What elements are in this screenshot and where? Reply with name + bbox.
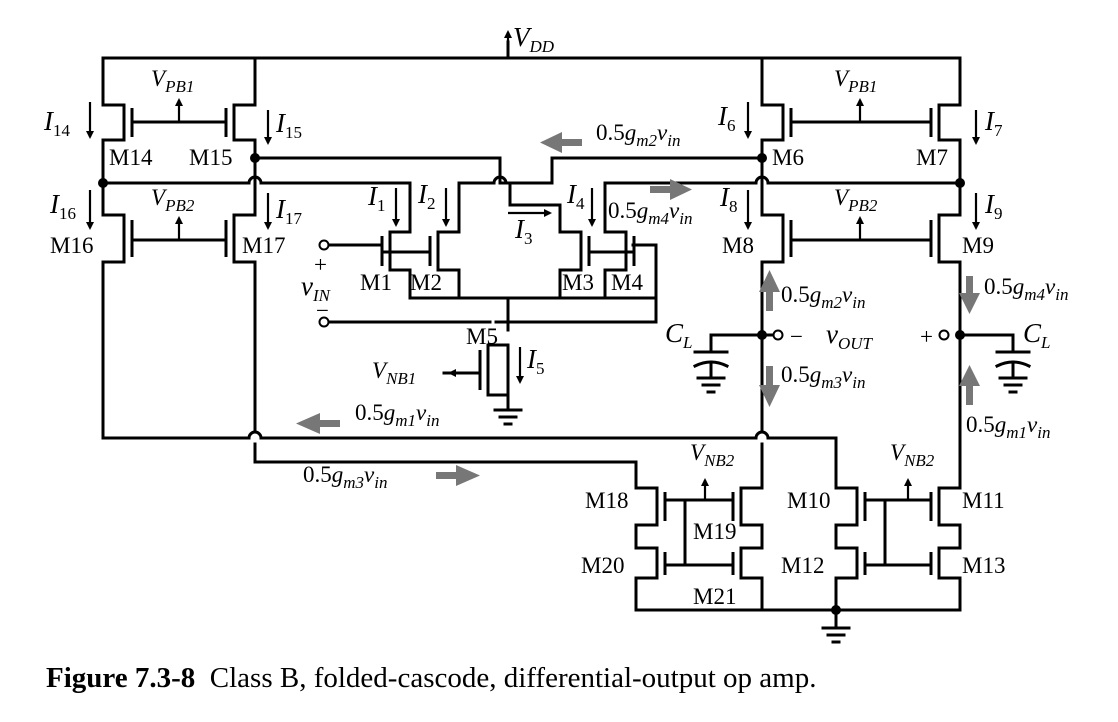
label-m13: M13 [962, 553, 1005, 578]
current-i4: I4 [566, 179, 585, 213]
ground-icon [696, 376, 726, 394]
label-m3: M3 [562, 270, 594, 295]
ground-icon [493, 408, 523, 426]
vnb2-label-right: VNB2 [890, 440, 935, 470]
current-arrows [86, 102, 980, 384]
figure-number: Figure 7.3-8 [46, 662, 196, 694]
label-m5: M5 [466, 324, 498, 349]
signal-gm4-top: 0.5gm4vin [608, 198, 692, 228]
wiring [101, 40, 1032, 630]
label-m12: M12 [781, 553, 824, 578]
signal-gm3-left: 0.5gm3vin [303, 462, 387, 492]
signal-gm2-right: 0.5gm2vin [781, 282, 865, 312]
load-cap-right-label: CL [1023, 318, 1050, 352]
label-m7: M7 [916, 145, 948, 170]
label-m10: M10 [787, 488, 830, 513]
transistor-m7 [929, 103, 960, 142]
current-i17: I17 [275, 194, 303, 228]
current-i9: I9 [984, 189, 1003, 223]
label-m21: M21 [693, 584, 736, 609]
label-m11: M11 [962, 488, 1005, 513]
grounds [493, 376, 1028, 644]
transistor-m15 [224, 103, 255, 142]
current-i3: I3 [514, 214, 533, 248]
current-i5: I5 [526, 344, 545, 378]
current-i15: I15 [275, 108, 302, 142]
arrow-up-icon [959, 365, 980, 405]
junction-dots [98, 153, 965, 615]
arrow-right-icon [650, 179, 692, 200]
label-m16: M16 [50, 233, 93, 258]
label-m8: M8 [722, 233, 754, 258]
ground-icon [821, 626, 851, 644]
current-i7: I7 [984, 106, 1003, 140]
ground-icon [998, 376, 1028, 394]
transistor-m6 [762, 103, 793, 142]
current-i14: I14 [43, 106, 71, 140]
vdd-label: VDD [513, 22, 555, 56]
label-m4: M4 [611, 270, 643, 295]
arrow-down-icon [759, 366, 780, 407]
vnb2-label-left: VNB2 [690, 440, 735, 470]
signal-gm2-top: 0.5gm2vin [596, 120, 680, 150]
arrow-down-icon [959, 276, 980, 314]
label-m9: M9 [962, 233, 994, 258]
input-label: vIN [301, 271, 332, 305]
output-plus-sign: + [920, 324, 933, 349]
nmos-input-pair [380, 230, 636, 397]
figure-caption: Figure 7.3-8 Class B, folded-cascode, di… [46, 662, 816, 695]
signal-arrows [296, 132, 980, 486]
current-i2: I2 [417, 179, 436, 213]
figure-caption-text: Class B, folded-cascode, differential-ou… [209, 662, 817, 694]
label-m6: M6 [772, 145, 804, 170]
label-m17: M17 [242, 233, 285, 258]
arrow-up-icon [759, 270, 780, 311]
current-i16: I16 [49, 189, 76, 223]
output-minus-sign: − [790, 324, 803, 349]
label-m18: M18 [585, 488, 628, 513]
current-i1: I1 [367, 181, 386, 215]
load-cap-left-label: CL [665, 318, 692, 352]
input-plus-sign: + [314, 252, 327, 277]
signal-gm1-left: 0.5gm1vin [355, 400, 439, 430]
output-label: vOUT [826, 319, 874, 353]
input-minus-sign: − [316, 298, 329, 323]
transistor-m16 [103, 213, 134, 264]
label-m1: M1 [360, 270, 392, 295]
transistor-m14 [103, 103, 134, 142]
nmos-bottom-transistors [634, 478, 962, 580]
labels: VDD VPB1 VPB1 VPB2 VPB2 VNB1 VNB2 VNB2 M… [43, 22, 1068, 609]
transistor-m9 [929, 213, 960, 264]
terminals [318, 239, 950, 341]
signal-gm1-right: 0.5gm1vin [966, 412, 1050, 442]
current-i8: I8 [719, 182, 738, 216]
vpb2-label-right: VPB2 [834, 185, 878, 215]
vnb1-label: VNB1 [372, 358, 416, 388]
arrow-left-icon [296, 413, 340, 434]
vpb1-label-left: VPB1 [151, 66, 194, 96]
label-m15: M15 [189, 145, 232, 170]
label-m19: M19 [693, 519, 736, 544]
current-i6: I6 [717, 101, 736, 135]
signal-gm4-right: 0.5gm4vin [984, 274, 1068, 304]
vpb2-label-left: VPB2 [151, 185, 195, 215]
transistor-m8 [762, 213, 793, 264]
label-m20: M20 [581, 553, 624, 578]
arrow-left-icon [540, 132, 582, 153]
pmos-transistors [103, 98, 960, 264]
label-m2: M2 [410, 270, 442, 295]
arrow-right-icon [436, 465, 480, 486]
signal-gm3-right: 0.5gm3vin [781, 362, 865, 392]
label-m14: M14 [109, 145, 153, 170]
vpb1-label-right: VPB1 [834, 66, 877, 96]
